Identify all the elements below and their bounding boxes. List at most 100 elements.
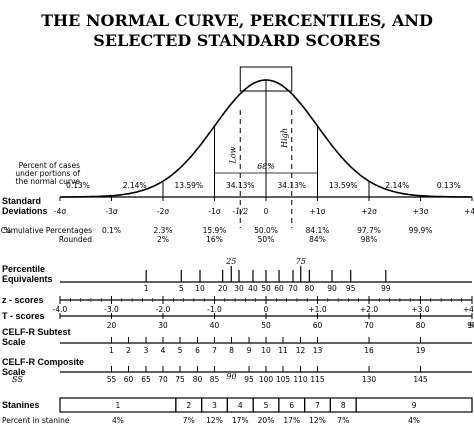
- percentile-tick-label: 40: [248, 284, 258, 293]
- celf-subtest-label: 3: [144, 346, 149, 355]
- stanine-percent: 17%: [232, 416, 249, 425]
- stanine-label: 2: [186, 401, 191, 410]
- celf-composite-label: 85: [210, 375, 220, 384]
- celf-subtest-label: 2: [126, 346, 131, 355]
- celf-subtest-row-label: Scale: [2, 337, 26, 347]
- z-score-label: -2.0: [156, 305, 171, 314]
- percentile-tick-label: 95: [346, 284, 356, 293]
- center-box: [239, 66, 293, 92]
- percentile-quartile-annotation: 75: [296, 257, 306, 266]
- normal-curve-area: Low High 68% 0.13% 2.14% 13.59% 34.13% 34.13% 13…: [15, 66, 472, 228]
- celf-composite-label: 80: [193, 375, 203, 384]
- cum-prefix: %: [4, 226, 11, 235]
- celf-subtest-label: 10: [261, 346, 271, 355]
- celf-subtest-label: 12: [296, 346, 306, 355]
- percentile-row-label: Percentile: [2, 264, 45, 274]
- high-annotation: High: [280, 128, 289, 149]
- sd-tick-label: -1σ: [208, 207, 220, 216]
- sd-tick-label: +3σ: [413, 207, 429, 216]
- percentile-tick-label: 30: [234, 284, 244, 293]
- segment-percent: 0.13%: [66, 181, 90, 190]
- composite-extra-annotation: 90: [226, 372, 236, 381]
- percentile-tick-label: 60: [274, 284, 284, 293]
- celf-subtest-label: 5: [178, 346, 183, 355]
- celf-subtest-label: 9: [247, 346, 252, 355]
- percentile-tick-label: 5: [179, 284, 184, 293]
- curve-label: Percent of cases: [19, 161, 80, 170]
- sd-tick-label: -2σ: [157, 207, 169, 216]
- celf-subtest-row-label: CELF-R Subtest: [2, 327, 71, 337]
- cum-row-label: Cumulative Percentages: [1, 226, 92, 235]
- stanine-box: [355, 397, 473, 413]
- low-annotation: Low: [228, 146, 237, 164]
- cumulative-percent: 50.0%: [254, 226, 278, 235]
- stanine-label: 8: [341, 401, 346, 410]
- celf-composite-label: 100: [259, 375, 274, 384]
- stanine-label: 9: [412, 401, 417, 410]
- t-score-label: 60: [313, 321, 323, 330]
- stanine-percent: 12%: [206, 416, 223, 425]
- celf-composite-label: 65: [141, 375, 151, 384]
- sd-row-label: Standard: [2, 196, 41, 206]
- celf-composite-label: 95: [244, 375, 254, 384]
- t-end-annotation: 90: [469, 321, 474, 330]
- celf-composite-row-label: Scale: [2, 367, 26, 377]
- celf-composite-label: 145: [413, 375, 428, 384]
- stanine-percent: 7%: [183, 416, 195, 425]
- segment-percent: 2.14%: [123, 181, 147, 190]
- celf-composite-label: 115: [310, 375, 325, 384]
- celf-subtest-label: 16: [364, 346, 374, 355]
- percentile-tick-label: 20: [218, 284, 228, 293]
- half-sd-annotation: -1/2: [232, 207, 248, 216]
- cum-row-label: Rounded: [59, 235, 92, 244]
- stanine-percent: 12%: [309, 416, 326, 425]
- z-row-label: z - scores: [2, 295, 44, 305]
- t-score-label: 70: [364, 321, 374, 330]
- cumulative-rounded: 16%: [206, 235, 223, 244]
- cumulative-percent: 97.7%: [357, 226, 381, 235]
- percentile-tick-label: 50: [261, 284, 271, 293]
- percentile-tick-label: 80: [305, 284, 315, 293]
- celf-subtest-label: 19: [416, 346, 426, 355]
- segment-percent: 34.13%: [226, 181, 255, 190]
- cumulative-percent: 2.3%: [153, 226, 172, 235]
- t-row-label: T - scores: [2, 311, 45, 321]
- composite-start-annotation: SS: [12, 375, 23, 384]
- cumulative-percent: 0.1%: [102, 226, 121, 235]
- segment-percent: 34.13%: [277, 181, 306, 190]
- cumulative-rounded: 50%: [258, 235, 275, 244]
- z-score-label: -1.0: [207, 305, 222, 314]
- z-score-label: +3.0: [411, 305, 429, 314]
- sd-tick-label: 0: [264, 207, 269, 216]
- celf-subtest-label: 13: [313, 346, 323, 355]
- stanine-label: 5: [264, 401, 269, 410]
- celf-composite-label: 110: [293, 375, 308, 384]
- sd-tick-label: +1σ: [310, 207, 326, 216]
- t-score-label: 90: [467, 321, 474, 330]
- sd-tick-label: -4σ: [54, 207, 66, 216]
- chart-title-line-2: SELECTED STANDARD SCORES: [93, 31, 380, 50]
- segment-percent: 2.14%: [385, 181, 409, 190]
- segment-percent: 13.59%: [329, 181, 358, 190]
- cumulative-rounded: 84%: [309, 235, 326, 244]
- stanine-percent: 17%: [283, 416, 300, 425]
- stanine-percent: 20%: [258, 416, 275, 425]
- stanine-label: 6: [289, 401, 294, 410]
- celf-subtest-label: 7: [212, 346, 217, 355]
- celf-composite-label: 130: [362, 375, 377, 384]
- percentile-tick-label: 10: [195, 284, 205, 293]
- celf-subtest-label: 6: [195, 346, 200, 355]
- segment-percent: 0.13%: [437, 181, 461, 190]
- sd-tick-label: +4σ: [464, 207, 474, 216]
- stanine-row-label: Stanines: [2, 400, 40, 410]
- range-annotation: 68%: [257, 162, 275, 171]
- stanine-percent: 4%: [112, 416, 124, 425]
- percentile-tick-label: 90: [327, 284, 337, 293]
- cumulative-rounded: 2%: [157, 235, 169, 244]
- t-score-label: 20: [107, 321, 117, 330]
- stanine-label: 1: [116, 401, 121, 410]
- celf-composite-row-label: CELF-R Composite: [2, 357, 84, 367]
- z-score-label: +2.0: [360, 305, 378, 314]
